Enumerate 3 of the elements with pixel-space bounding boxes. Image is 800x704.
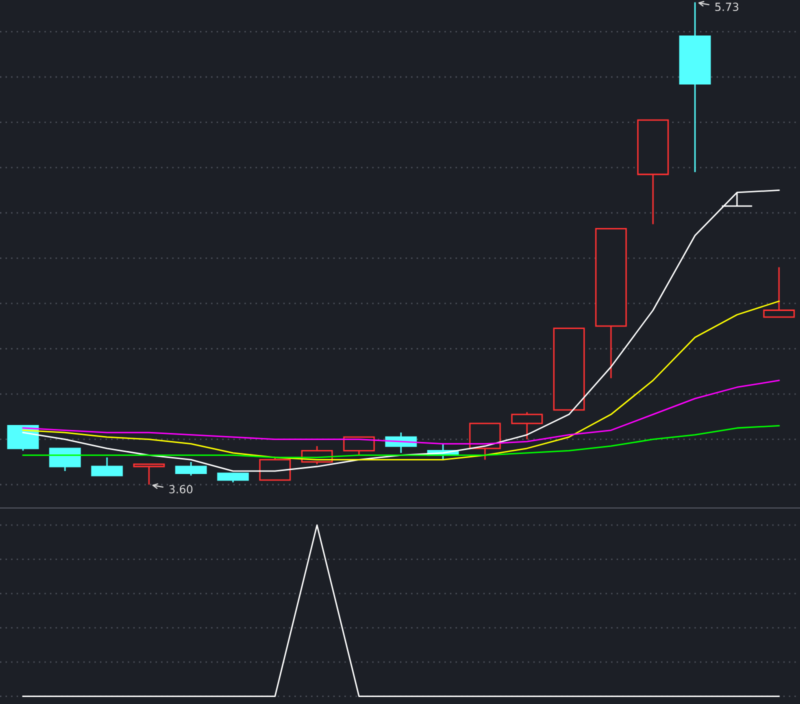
annotation: 3.60	[169, 484, 192, 494]
annotation: 5.73	[715, 2, 738, 12]
candlestick	[679, 2, 711, 173]
